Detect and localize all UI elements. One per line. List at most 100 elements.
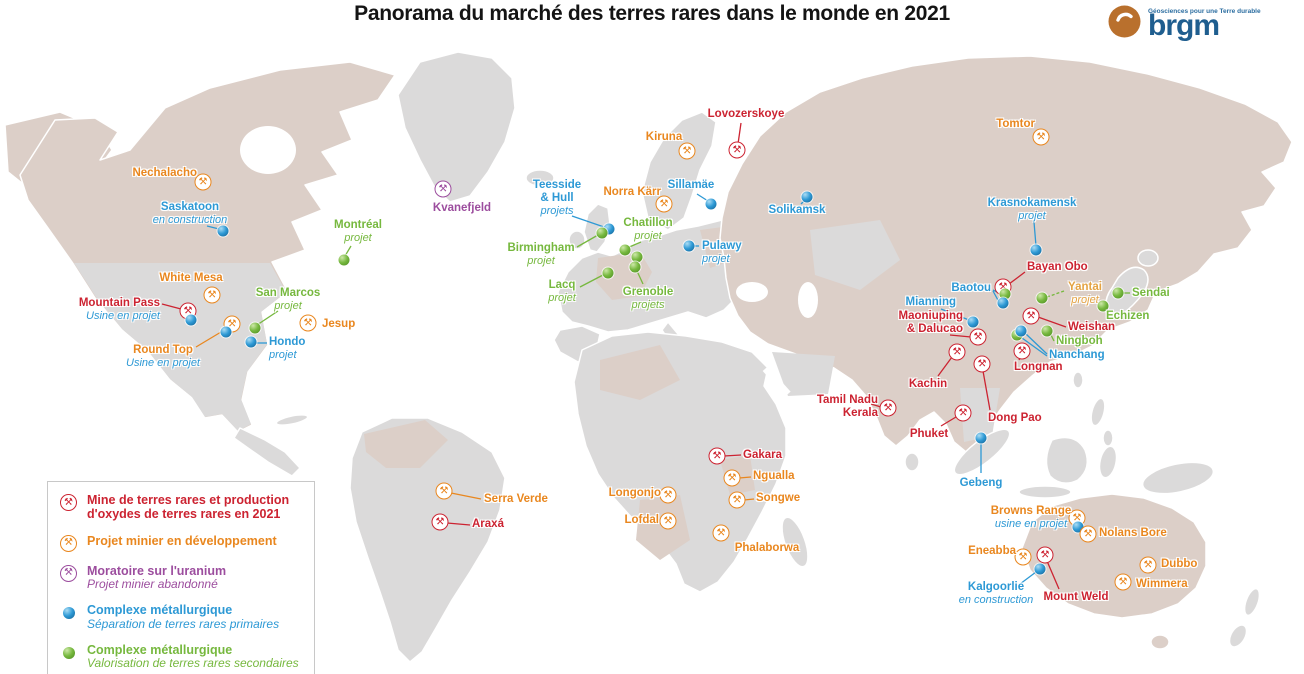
leader-line-mianning bbox=[940, 308, 970, 321]
mine-symbol-kiruna: ⚒ bbox=[678, 142, 696, 160]
leader-line-songwe bbox=[743, 498, 755, 501]
complex-dot-ningboh bbox=[1041, 325, 1053, 337]
leader-line-mount-weld bbox=[1046, 560, 1060, 590]
crossed-hammers-icon: ⚒ bbox=[712, 450, 722, 461]
crossed-hammers-icon: ⚒ bbox=[64, 537, 73, 549]
label-krasnokamensk: Krasnokamensk projet bbox=[988, 197, 1077, 222]
legend-bold-line: Projet minier en développement bbox=[87, 533, 277, 548]
mine-symbol-dong-pao: ⚒ bbox=[973, 355, 991, 373]
legend: ⚒ Mine de terres rares et production d'oxy… bbox=[47, 481, 315, 674]
label-birmingham: Birmingham projet bbox=[507, 242, 574, 267]
complex-dot-mianning bbox=[967, 316, 979, 328]
label-hondo: Hondo projet bbox=[269, 336, 305, 361]
complex-dot-lacq bbox=[602, 267, 614, 279]
mine-symbol-maoniuping-dalucao: ⚒ bbox=[969, 328, 987, 346]
label-name-eneabba: Eneabba bbox=[968, 545, 1016, 557]
legend-item-1: ⚒ Projet minier en développement bbox=[60, 534, 304, 552]
label-sub-mountain-pass: Usine en projet bbox=[86, 309, 160, 322]
island-hokkaido bbox=[1137, 249, 1159, 267]
label-name-birmingham: Birmingham bbox=[507, 242, 575, 254]
label-name-dubbo: Dubbo bbox=[1161, 558, 1198, 570]
crossed-hammers-icon: ⚒ bbox=[438, 183, 448, 194]
legend-bold-line: Complexe métallurgique bbox=[87, 603, 233, 618]
mine-symbol-phalaborwa: ⚒ bbox=[712, 524, 730, 542]
island-new-zealand-south bbox=[1228, 624, 1248, 648]
complex-dot-grenoble bbox=[629, 261, 641, 273]
leader-line-lovozerskoye bbox=[737, 122, 742, 145]
complex-dot-saskatoon bbox=[217, 225, 229, 237]
label-name-white-mesa: White Mesa bbox=[159, 272, 223, 284]
continent-australia bbox=[1021, 493, 1207, 619]
leader-line-arax bbox=[446, 522, 471, 526]
label-eneabba: Eneabba bbox=[968, 545, 1016, 558]
label-name-grenoble: Grenoble bbox=[622, 286, 674, 298]
label-bayan-obo: Bayan Obo bbox=[1027, 261, 1088, 274]
label-tomtor: Tomtor bbox=[996, 118, 1035, 131]
label-name-tamil-nadu-kerala: Kerala bbox=[842, 406, 878, 419]
label-name-mount-weld: Mount Weld bbox=[1043, 591, 1109, 603]
label-weishan: Weishan bbox=[1068, 321, 1115, 334]
mine-symbol-weishan: ⚒ bbox=[1022, 307, 1040, 325]
label-name-maoniuping-dalucao: & Dalucao bbox=[906, 322, 963, 335]
label-name-sillam-e: Sillamäe bbox=[667, 179, 715, 191]
mine-symbol-tamil-nadu-kerala: ⚒ bbox=[879, 399, 897, 417]
continent-north-america bbox=[19, 61, 396, 433]
label-name-weishan: Weishan bbox=[1068, 321, 1116, 333]
mine-symbol-longonjo: ⚒ bbox=[659, 486, 677, 504]
crossed-hammers-icon: ⚒ bbox=[977, 358, 987, 369]
legend-mine-icon-red: ⚒ bbox=[60, 494, 78, 511]
label-name-ngualla: Ngualla bbox=[753, 470, 795, 482]
legend-italic-line: Valorisation de terres rares secondaires bbox=[87, 656, 299, 671]
label-name-kvanefjeld: Kvanefjeld bbox=[432, 202, 492, 214]
mine-symbol-ngualla: ⚒ bbox=[723, 469, 741, 487]
label-name-solikamsk: Solikamsk bbox=[768, 204, 826, 216]
crossed-hammers-icon: ⚒ bbox=[883, 402, 893, 413]
region-west-africa bbox=[600, 345, 680, 400]
legend-text-2: Moratoire sur l'uranium Projet minier aba… bbox=[87, 564, 226, 592]
label-sub-montr-al: projet bbox=[344, 231, 372, 244]
legend-text-1: Projet minier en développement bbox=[87, 534, 277, 548]
label-longnan: Longnan bbox=[1014, 361, 1063, 374]
label-round-top: Round Top Usine en projet bbox=[126, 344, 200, 369]
hudson-bay bbox=[240, 126, 296, 174]
island-borneo bbox=[1045, 436, 1089, 484]
label-browns-range: Browns Range usine en projet bbox=[991, 505, 1072, 530]
crossed-hammers-icon: ⚒ bbox=[663, 489, 673, 500]
island-philippines-north bbox=[1090, 397, 1106, 427]
complex-dot-solikamsk bbox=[801, 191, 813, 203]
leader-line-dong-pao bbox=[982, 370, 991, 411]
label-name-serra-verde: Serra Verde bbox=[484, 493, 548, 505]
mine-symbol-phuket: ⚒ bbox=[954, 404, 972, 422]
complex-dot-gebeng bbox=[975, 432, 987, 444]
label-name-lovozerskoye: Lovozerskoye bbox=[707, 108, 785, 120]
crossed-hammers-icon: ⚒ bbox=[1072, 512, 1082, 523]
complex-dot-echizen bbox=[1097, 300, 1109, 312]
island-sri-lanka bbox=[904, 452, 920, 472]
crossed-hammers-icon: ⚒ bbox=[303, 317, 313, 328]
complex-dot-teesside-hull bbox=[603, 223, 615, 235]
label-baotou: Baotou bbox=[951, 282, 991, 295]
label-longonjo: Longonjo bbox=[609, 487, 661, 500]
complex-dot-round-top bbox=[220, 326, 232, 338]
label-teesside-hull: Teesside & Hull projets bbox=[533, 179, 581, 217]
label-sub-saskatoon: en construction bbox=[152, 213, 228, 226]
label-lofdal: Lofdal bbox=[625, 514, 660, 527]
label-name-mountain-pass: Mountain Pass bbox=[78, 297, 160, 309]
label-nechalacho: Nechalacho bbox=[132, 167, 197, 180]
label-sub-yantai: projet bbox=[1071, 293, 1099, 306]
continent-africa bbox=[573, 331, 787, 593]
label-name-nanchang: Nanchang bbox=[1049, 349, 1105, 361]
label-name-kachin: Kachin bbox=[908, 378, 948, 390]
label-ngualla: Ngualla bbox=[753, 470, 795, 483]
leader-line-san-marcos bbox=[256, 310, 279, 326]
label-wimmera: Wimmera bbox=[1136, 578, 1188, 591]
label-sub-browns-range: usine en projet bbox=[994, 517, 1068, 530]
complex-dot-pulawy bbox=[683, 240, 695, 252]
complex-dot-mountain-pass bbox=[185, 314, 197, 326]
continent-south-america bbox=[349, 417, 506, 663]
legend-bold-line: Mine de terres rares et production bbox=[87, 493, 290, 507]
mine-symbol-norra-k-rr: ⚒ bbox=[655, 195, 673, 213]
crossed-hammers-icon: ⚒ bbox=[1118, 576, 1128, 587]
complex-dot-krasnokamensk bbox=[1030, 244, 1042, 256]
